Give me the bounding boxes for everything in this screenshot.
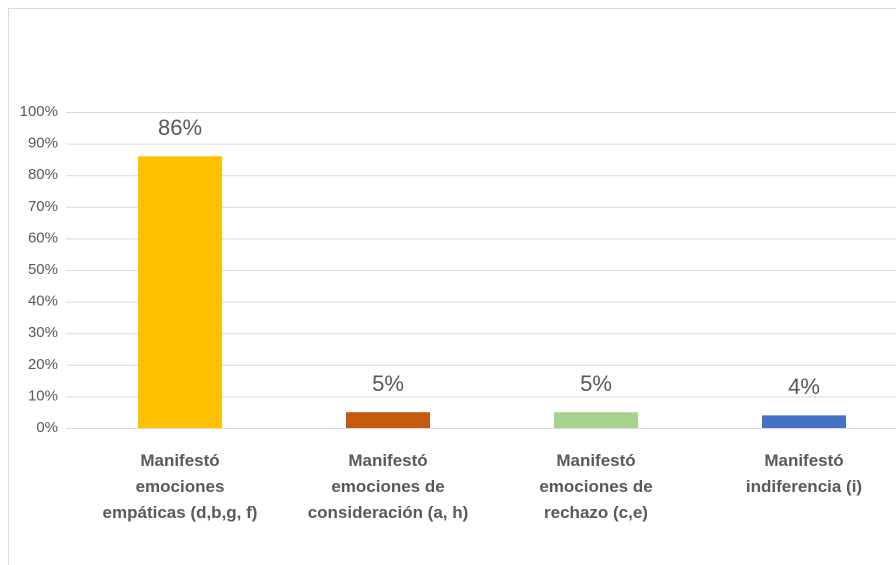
y-tick-label: 0% [36,419,58,436]
x-tick-label-line: rechazo (c,e) [544,503,648,522]
y-tick-label: 100% [20,103,58,120]
x-tick-label-line: Manifestó [764,451,843,470]
x-tick-label: Manifestó emociones de rechazo (c,e) [539,451,652,522]
x-tick-label-line: indiferencia (i) [746,477,862,496]
x-tick-label-line: consideración (a, h) [308,503,469,522]
y-tick-label: 20% [28,356,58,373]
value-label: 86% [158,115,202,140]
x-tick-label-line: Manifestó [556,451,635,470]
bar [346,412,430,428]
x-tick-label: Manifestó indiferencia (i) [746,451,862,496]
x-tick-label-line: emociones de [539,477,652,496]
y-tick-label: 90% [28,135,58,152]
x-tick-label: Manifestó emociones empáticas (d,b,g, f) [103,451,258,522]
value-label: 5% [580,371,612,396]
x-tick-label-line: emociones de [331,477,444,496]
x-tick-label: Manifestó emociones de consideración (a, h… [308,451,469,522]
x-tick-label-line: emociones [136,477,225,496]
y-tick-label: 70% [28,198,58,215]
y-tick-label: 40% [28,293,58,310]
y-tick-label: 10% [28,387,58,404]
x-tick-label-line: empáticas (d,b,g, f) [103,503,258,522]
y-tick-label: 60% [28,229,58,246]
y-tick-label: 50% [28,261,58,278]
chart-frame [8,8,896,565]
value-label: 4% [788,374,820,399]
bar [762,415,846,428]
bar [138,156,222,429]
y-tick-label: 30% [28,324,58,341]
x-tick-label-line: Manifestó [140,451,219,470]
bar [554,412,638,428]
x-tick-label-line: Manifestó [348,451,427,470]
y-tick-label: 80% [28,166,58,183]
value-label: 5% [372,371,404,396]
